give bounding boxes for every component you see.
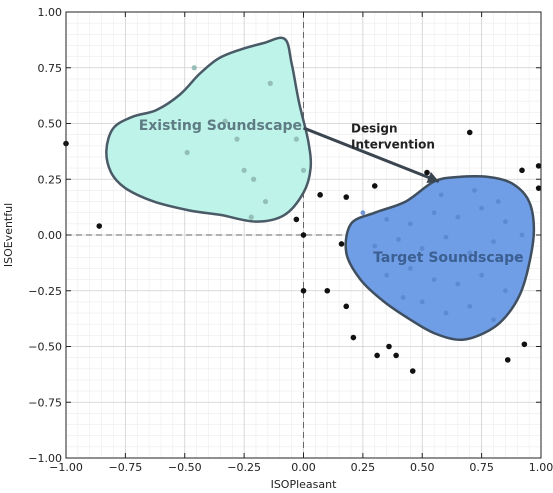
point bbox=[519, 167, 525, 174]
point bbox=[374, 352, 380, 359]
y-tick-label: −0.50 bbox=[28, 341, 62, 354]
target-soundscape-region bbox=[344, 175, 536, 342]
point bbox=[300, 287, 307, 294]
point-target bbox=[479, 272, 485, 278]
x-tick-label: −0.25 bbox=[227, 461, 261, 474]
point bbox=[343, 303, 350, 310]
intervention-arrowhead bbox=[426, 171, 439, 184]
point-target bbox=[491, 317, 496, 323]
point bbox=[338, 241, 345, 247]
y-tick-label: −1.00 bbox=[28, 452, 62, 465]
y-tick-label: −0.25 bbox=[28, 285, 62, 298]
point-existing bbox=[248, 214, 254, 220]
annotation-text-line: Design bbox=[351, 121, 398, 135]
x-axis-label: ISOPleasant bbox=[271, 478, 338, 491]
point-target bbox=[431, 277, 437, 282]
point-existing bbox=[262, 198, 269, 205]
point-target bbox=[455, 281, 461, 287]
target-region-group bbox=[344, 175, 536, 342]
point-target bbox=[472, 188, 477, 193]
point-target bbox=[455, 214, 461, 220]
point bbox=[466, 129, 473, 136]
y-tick-label: 1.00 bbox=[38, 6, 63, 19]
region-labels: Existing Soundscape Target Soundscape bbox=[139, 118, 524, 266]
y-tick-label: 0.75 bbox=[38, 62, 63, 75]
point-target bbox=[400, 295, 406, 300]
point bbox=[386, 343, 392, 350]
point-existing bbox=[222, 118, 228, 124]
point bbox=[324, 287, 331, 294]
point-target bbox=[519, 232, 525, 238]
point-target bbox=[479, 205, 485, 211]
point-target bbox=[384, 272, 390, 278]
x-tick-label: −0.75 bbox=[109, 461, 143, 474]
point-target bbox=[407, 221, 413, 227]
point-target bbox=[396, 237, 401, 242]
point bbox=[521, 341, 528, 348]
point bbox=[535, 185, 542, 191]
y-tick-label: −0.75 bbox=[28, 396, 62, 409]
point-target bbox=[467, 250, 473, 256]
point-existing bbox=[241, 167, 247, 173]
point-target bbox=[419, 299, 425, 305]
point-target bbox=[443, 310, 449, 316]
x-tick-label: 0.00 bbox=[291, 461, 316, 474]
point bbox=[535, 163, 542, 169]
y-axis-label: ISOEventful bbox=[2, 203, 15, 267]
x-tick-label: 0.50 bbox=[410, 461, 435, 474]
point-target bbox=[419, 245, 425, 251]
point bbox=[317, 192, 323, 198]
y-tick-label: 0.00 bbox=[38, 229, 63, 242]
point-target bbox=[467, 303, 473, 309]
point bbox=[393, 352, 399, 359]
point-target bbox=[407, 266, 413, 271]
data-points bbox=[63, 65, 542, 374]
point-target bbox=[438, 192, 444, 198]
point-existing bbox=[267, 80, 273, 86]
target-soundscape-label: Target Soundscape bbox=[373, 250, 523, 266]
axis-ticks: −1.00 −0.75 −0.50 −0.25 0.00 0.25 0.50 0.75 1.00… bbox=[28, 6, 553, 474]
point-existing bbox=[251, 176, 257, 182]
existing-soundscape-region bbox=[105, 36, 313, 223]
point bbox=[293, 216, 300, 223]
point bbox=[343, 194, 350, 200]
design-intervention-annotation: Design Intervention bbox=[302, 121, 440, 184]
point-target bbox=[372, 243, 378, 249]
point-target bbox=[502, 288, 508, 294]
point-target bbox=[443, 234, 449, 240]
x-tick-label: 0.25 bbox=[351, 461, 376, 474]
point bbox=[350, 334, 357, 341]
point-target bbox=[360, 210, 366, 216]
existing-soundscape-label: Existing Soundscape bbox=[139, 118, 302, 134]
intervention-arrow bbox=[302, 126, 440, 183]
x-tick-label: 0.75 bbox=[469, 461, 494, 474]
point bbox=[96, 223, 103, 229]
point-target bbox=[514, 254, 520, 260]
point bbox=[424, 169, 430, 176]
point-existing bbox=[293, 136, 299, 142]
y-tick-label: 0.25 bbox=[38, 173, 63, 186]
point-existing bbox=[191, 65, 197, 71]
soundscape-regions bbox=[105, 36, 313, 223]
y-tick-label: 0.50 bbox=[38, 118, 63, 131]
x-tick-label: −1.00 bbox=[49, 461, 83, 474]
point-target bbox=[384, 216, 390, 222]
point bbox=[504, 357, 511, 363]
x-tick-label: 1.00 bbox=[529, 461, 553, 474]
point-target bbox=[495, 199, 501, 204]
point bbox=[371, 183, 378, 189]
point-existing bbox=[300, 167, 307, 173]
point-existing bbox=[234, 136, 240, 142]
point-target bbox=[491, 239, 496, 245]
point-target bbox=[431, 210, 437, 216]
annotation-text-line: Intervention bbox=[351, 137, 435, 151]
point bbox=[409, 368, 416, 374]
point bbox=[300, 232, 307, 238]
point-target bbox=[502, 219, 508, 225]
x-tick-label: −0.50 bbox=[168, 461, 202, 474]
point-existing bbox=[184, 149, 190, 156]
